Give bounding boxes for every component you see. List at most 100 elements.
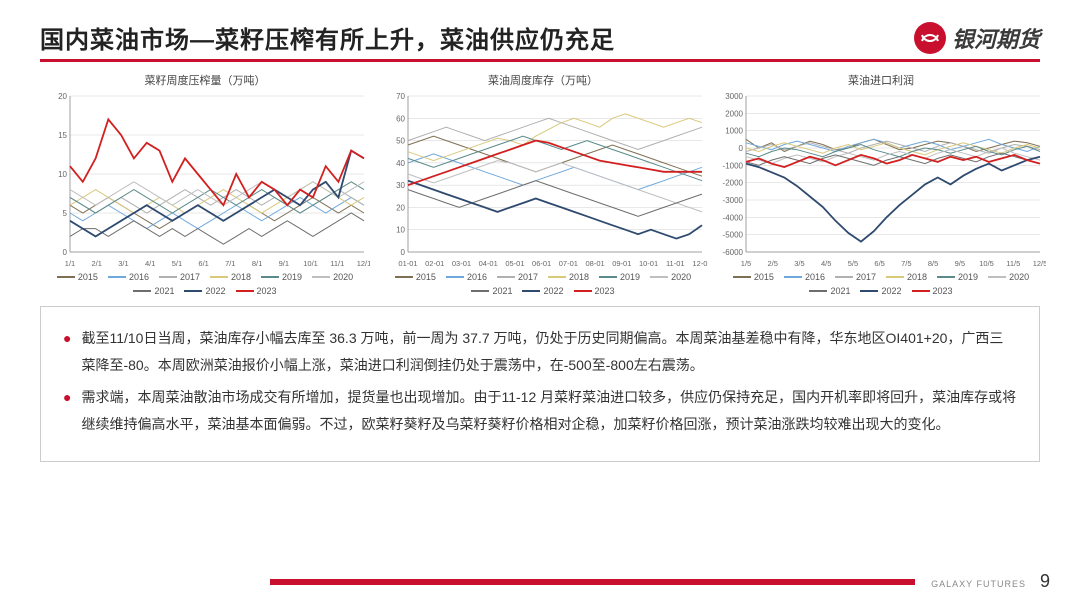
svg-text:5: 5 [63,209,68,218]
svg-text:11-01: 11-01 [666,259,685,268]
analysis-panel: ● 截至11/10日当周，菜油库存小幅去库至 36.3 万吨，前一周为 37.7… [40,306,1040,462]
svg-text:70: 70 [396,92,405,101]
chart-title: 菜油进口利润 [848,72,914,88]
svg-text:30: 30 [396,181,405,190]
slide: 国内菜油市场—菜籽压榨有所上升，菜油供应仍充足 银河期货 菜籽周度压榨量（万吨）… [0,0,1080,608]
bullet-dot: ● [63,384,71,437]
svg-text:07-01: 07-01 [559,259,578,268]
chart-legend: 2015 2016 2017 2018 2019 2020 2021 2022 2023 [40,272,370,296]
bullet-1: ● 需求端，本周菜油散油市场成交有所增加，提货量也出现增加。由于11-12 月菜… [63,384,1017,437]
svg-text:03-01: 03-01 [452,259,471,268]
legend-item-2015: 2015 [733,272,774,282]
legend-item-2022: 2022 [522,286,563,296]
logo-text: 银河期货 [952,22,1040,54]
svg-text:5/5: 5/5 [848,259,858,268]
svg-text:15: 15 [58,131,67,140]
legend-item-2019: 2019 [261,272,302,282]
legend-item-2023: 2023 [912,286,953,296]
chart-0: 051015201/12/13/14/15/16/17/18/19/110/11… [40,90,370,270]
svg-text:2/1: 2/1 [92,259,102,268]
footer-bar: GALAXY FUTURES 9 [0,571,1080,592]
svg-text:3/5: 3/5 [794,259,804,268]
svg-text:1/5: 1/5 [741,259,751,268]
legend-item-2023: 2023 [574,286,615,296]
svg-text:4/5: 4/5 [821,259,831,268]
legend-item-2022: 2022 [184,286,225,296]
charts-row: 菜籽周度压榨量（万吨） 0 5 10 15 20 1/1 2/1 3/1 4/1 5/1 6/1 7/… [40,72,1040,296]
svg-text:7/1: 7/1 [225,259,235,268]
legend-item-2019: 2019 [937,272,978,282]
legend-item-2022: 2022 [860,286,901,296]
title-underline [40,59,1040,62]
svg-text:3/1: 3/1 [118,259,128,268]
svg-text:20: 20 [58,92,67,101]
chart-title: 菜籽周度压榨量（万吨） [145,72,266,88]
legend-item-2015: 2015 [57,272,98,282]
svg-text:7/5: 7/5 [901,259,911,268]
chart-box-2: 菜油进口利润 -6000-5000-4000-3000-2000-1000010… [716,72,1046,296]
chart-1: 01020304050607001-0102-0103-0104-0105-01… [378,90,708,270]
chart-legend: 201520162017201820192020202120222023 [378,272,708,296]
legend-item-2020: 2020 [988,272,1029,282]
bullet-0: ● 截至11/10日当周，菜油库存小幅去库至 36.3 万吨，前一周为 37.7… [63,325,1017,378]
header: 国内菜油市场—菜籽压榨有所上升，菜油供应仍充足 银河期货 [40,20,1040,55]
svg-text:9/5: 9/5 [955,259,965,268]
page-title: 国内菜油市场—菜籽压榨有所上升，菜油供应仍充足 [40,20,615,55]
svg-text:50: 50 [396,137,405,146]
legend-item-2017: 2017 [497,272,538,282]
svg-text:-3000: -3000 [723,196,744,205]
legend-item-2020: 2020 [650,272,691,282]
svg-text:10/5: 10/5 [979,259,994,268]
svg-text:6/1: 6/1 [198,259,208,268]
svg-text:3000: 3000 [725,92,743,101]
svg-text:1/1: 1/1 [65,259,75,268]
svg-text:6/5: 6/5 [874,259,884,268]
legend-item-2020: 2020 [312,272,353,282]
chart-title: 菜油周度库存（万吨） [488,72,598,88]
legend-item-2016: 2016 [446,272,487,282]
legend-item-2017: 2017 [835,272,876,282]
svg-text:40: 40 [396,159,405,168]
svg-text:0: 0 [63,248,68,257]
svg-text:8/1: 8/1 [252,259,262,268]
svg-text:12-01: 12-01 [692,259,708,268]
svg-text:10/1: 10/1 [303,259,318,268]
svg-text:10: 10 [58,170,67,179]
svg-text:02-01: 02-01 [425,259,444,268]
svg-text:04-01: 04-01 [479,259,498,268]
chart-legend: 2015 2016 2017 2018 2019 2020 2021 2022 2023 [716,272,1046,296]
svg-text:5/1: 5/1 [172,259,182,268]
svg-text:05-01: 05-01 [505,259,524,268]
chart-box-0: 菜籽周度压榨量（万吨） 0 5 10 15 20 1/1 2/1 3/1 4/1 5/1 6/1 7/… [40,72,370,296]
svg-text:09-01: 09-01 [612,259,631,268]
page-number: 9 [1040,571,1050,592]
svg-text:-1000: -1000 [723,161,744,170]
svg-text:11/1: 11/1 [330,259,344,268]
legend-item-2018: 2018 [210,272,251,282]
logo-icon [914,22,946,54]
legend-item-2017: 2017 [159,272,200,282]
legend-item-2021: 2021 [809,286,850,296]
svg-text:06-01: 06-01 [532,259,551,268]
footer-strip [270,579,915,585]
svg-text:08-01: 08-01 [585,259,604,268]
svg-text:-4000: -4000 [723,213,744,222]
legend-item-2018: 2018 [886,272,927,282]
svg-text:20: 20 [396,203,405,212]
svg-text:11/5: 11/5 [1006,259,1020,268]
legend-item-2021: 2021 [133,286,174,296]
svg-text:4/1: 4/1 [145,259,155,268]
legend-item-2016: 2016 [784,272,825,282]
legend-item-2023: 2023 [236,286,277,296]
svg-text:10: 10 [396,226,405,235]
svg-text:2000: 2000 [725,109,743,118]
svg-text:-5000: -5000 [723,231,744,240]
legend-item-2016: 2016 [108,272,149,282]
svg-text:0: 0 [401,248,406,257]
svg-text:12/1: 12/1 [357,259,370,268]
bullet-text: 截至11/10日当周，菜油库存小幅去库至 36.3 万吨，前一周为 37.7 万… [81,325,1017,378]
footer-brand: GALAXY FUTURES [931,579,1026,589]
chart-box-1: 菜油周度库存（万吨） 01020304050607001-0102-0103-0… [378,72,708,296]
logo: 银河期货 [914,22,1040,54]
svg-text:60: 60 [396,114,405,123]
